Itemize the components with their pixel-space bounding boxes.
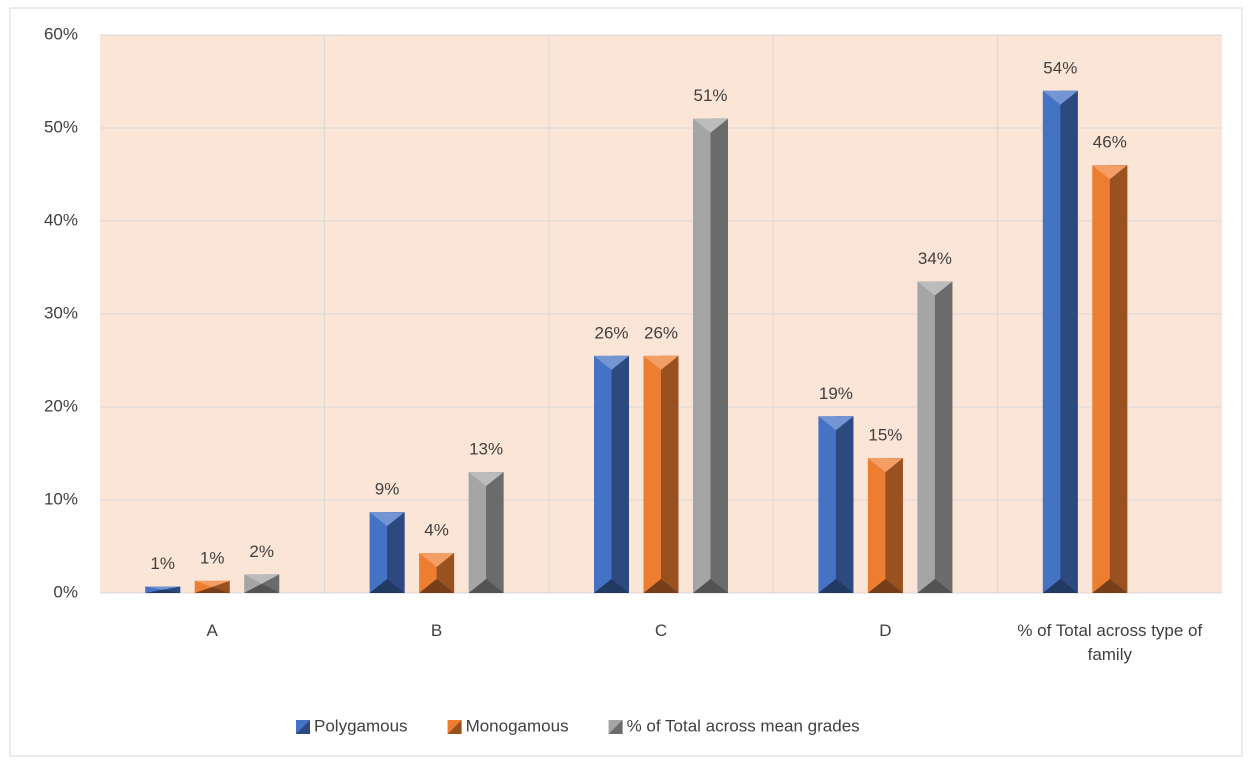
bar-shade [835, 416, 854, 593]
bar-bevel-bottom [369, 579, 405, 593]
data-label: 1% [150, 554, 175, 573]
bar-bevel-bottom [594, 579, 629, 593]
legend-label: Monogamous [466, 716, 569, 735]
bar-shade [934, 281, 953, 593]
y-tick-label: 30% [44, 303, 78, 322]
data-label: 26% [594, 323, 628, 342]
bar-shade [710, 118, 728, 593]
bar-bevel-top [369, 512, 405, 527]
y-tick-label: 20% [44, 396, 78, 415]
bar-bevel-bottom [1092, 579, 1128, 593]
data-label: 51% [693, 86, 727, 105]
x-tick-label: C [654, 621, 668, 640]
data-label: 54% [1043, 58, 1077, 77]
bar-bevel-bottom [1042, 579, 1078, 593]
bar-bevel-bottom [145, 589, 181, 593]
data-label: 19% [819, 384, 853, 403]
bar-bevel-top [917, 281, 953, 296]
bar-shade [387, 512, 405, 593]
bar-bevel-top [643, 355, 679, 370]
x-tick-label: % of Total across type of family [1017, 621, 1203, 664]
legend-swatch-shade [447, 720, 462, 734]
bar-bevel-bottom [643, 579, 679, 593]
x-tick-label: B [430, 621, 443, 640]
bar-bevel-top [693, 118, 728, 133]
data-label: 2% [249, 542, 274, 561]
legend-label: % of Total across mean grades [627, 716, 860, 735]
bar-shade [162, 586, 181, 593]
bar-shade [885, 458, 903, 593]
y-tick-label: 40% [44, 210, 78, 229]
bar-bevel-bottom [468, 579, 504, 593]
data-label: 34% [918, 249, 952, 268]
bar-bevel-bottom [194, 586, 230, 593]
bar-bevel-top [244, 574, 280, 584]
bar-bevel-bottom [917, 579, 953, 593]
bar-bevel-top [867, 458, 903, 473]
data-label: 26% [644, 323, 678, 342]
bar-bevel-top [818, 416, 854, 431]
bar-shade [1109, 165, 1128, 593]
bar-bevel-bottom [693, 579, 728, 593]
bar-shade [1060, 90, 1078, 594]
y-tick-label: 0% [53, 582, 78, 601]
bar-shade [661, 355, 679, 593]
data-label: 15% [868, 426, 902, 445]
data-label: 46% [1093, 133, 1127, 152]
legend-label: Polygamous [314, 716, 408, 735]
bar-bevel-top [468, 472, 504, 487]
bar-bevel-bottom [244, 583, 280, 593]
legend-swatch-shade [608, 720, 623, 734]
x-tick-label: A [206, 621, 218, 640]
bar-bevel-top [194, 580, 230, 587]
y-tick-label: 60% [44, 24, 78, 43]
data-label: 13% [469, 440, 503, 459]
data-label: 4% [424, 520, 449, 539]
y-tick-label: 10% [44, 489, 78, 508]
data-label: 1% [200, 548, 225, 567]
bar-bevel-top [145, 586, 181, 590]
bar-shade [486, 472, 504, 593]
bar-bevel-top [1042, 90, 1078, 105]
legend-swatch-shade [296, 720, 310, 734]
bar-bevel-top [419, 553, 455, 568]
bar-bevel-bottom [818, 579, 854, 593]
x-tick-label: D [879, 621, 892, 640]
bar-bevel-bottom [419, 579, 455, 593]
bar-shade [611, 355, 629, 593]
y-tick-label: 50% [44, 117, 78, 136]
data-label: 9% [375, 480, 400, 499]
bar-bevel-bottom [867, 579, 903, 593]
bar-bevel-top [594, 355, 629, 370]
bar-bevel-top [1092, 165, 1128, 180]
